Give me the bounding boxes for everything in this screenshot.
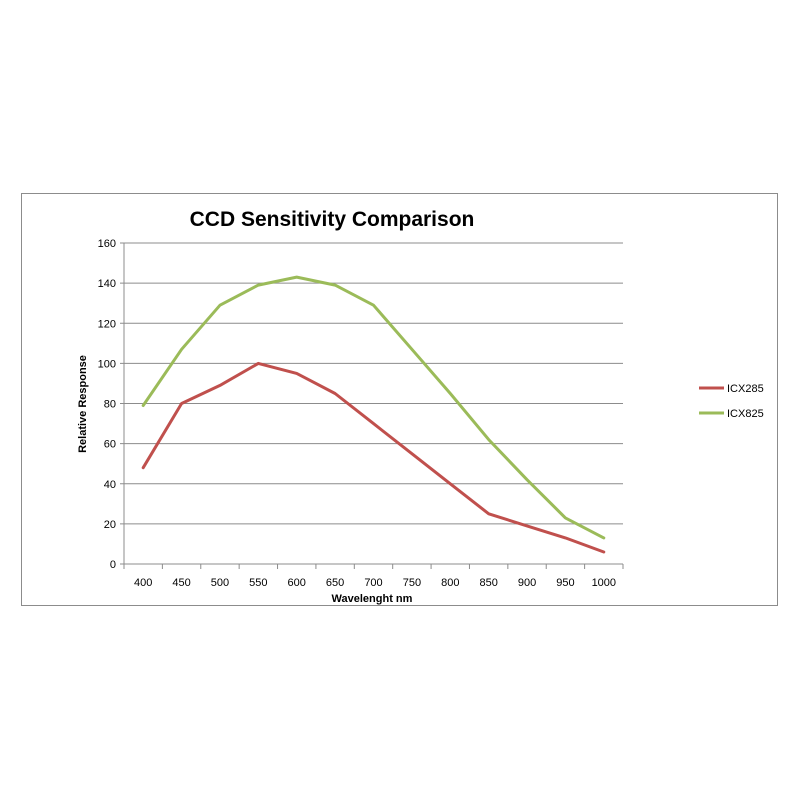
x-tick-label-750: 750 [403, 577, 421, 589]
x-tick-label-950: 950 [556, 577, 574, 589]
y-tick-label-140: 140 [98, 278, 116, 290]
x-tick-label-800: 800 [441, 577, 459, 589]
chart-area: CCD Sensitivity Comparison 0 20 40 60 80 100 1… [21, 193, 778, 606]
legend: ICX285 ICX825 [699, 383, 764, 420]
chart-title: CCD Sensitivity Comparison [190, 208, 475, 231]
axes [120, 242, 624, 569]
series-lines [141, 275, 606, 554]
y-tick-label-80: 80 [104, 399, 116, 411]
legend-label-icx825: ICX825 [727, 408, 764, 420]
x-tick-label-600: 600 [288, 577, 306, 589]
tick-labels: 0 20 40 60 80 100 120 140 160 400 450 500 550 600 650 7… [98, 238, 616, 589]
x-tick-label-1000: 1000 [592, 577, 616, 589]
y-tick-label-100: 100 [98, 358, 116, 370]
y-tick-label-20: 20 [104, 519, 116, 531]
legend-label-icx285: ICX285 [727, 383, 764, 395]
x-tick-label-700: 700 [364, 577, 382, 589]
y-tick-label-40: 40 [104, 479, 116, 491]
series-line-icx825 [141, 275, 606, 540]
y-axis-title: Relative Response [77, 355, 89, 453]
y-tick-label-0: 0 [110, 559, 116, 571]
y-tick-label-160: 160 [98, 238, 116, 250]
gridlines [124, 242, 623, 525]
series-line-icx285 [141, 361, 606, 554]
x-tick-label-850: 850 [479, 577, 497, 589]
y-tick-label-60: 60 [104, 439, 116, 451]
y-tick-label-120: 120 [98, 318, 116, 330]
x-tick-label-550: 550 [249, 577, 267, 589]
x-tick-label-900: 900 [518, 577, 536, 589]
x-axis-title: Wavelenght nm [332, 593, 413, 605]
x-tick-label-400: 400 [134, 577, 152, 589]
x-tick-label-500: 500 [211, 577, 229, 589]
line-chart: CCD Sensitivity Comparison 0 20 40 60 80 100 1… [77, 208, 764, 605]
x-tick-label-450: 450 [172, 577, 190, 589]
x-tick-label-650: 650 [326, 577, 344, 589]
